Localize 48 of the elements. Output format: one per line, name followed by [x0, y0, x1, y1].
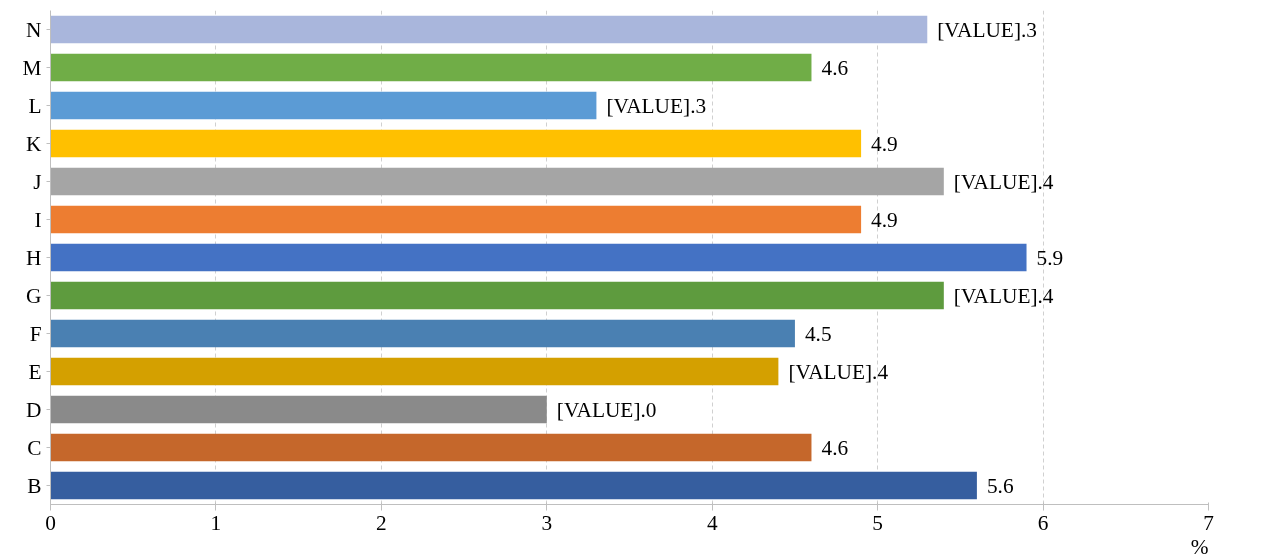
annotation: [VALUE].4	[788, 359, 889, 384]
y-tick-label: H	[26, 245, 42, 270]
annotation: [VALUE].3	[606, 93, 707, 118]
bar	[50, 319, 795, 348]
data-label: 4.6	[821, 435, 849, 460]
bar	[50, 243, 1027, 272]
y-tick-label: K	[26, 131, 43, 156]
data-label: 5.9	[1036, 245, 1064, 270]
bar	[50, 433, 812, 462]
bar	[50, 91, 597, 120]
annotation: [VALUE].3	[937, 17, 1037, 42]
bar	[50, 15, 928, 44]
x-tick-label: 5	[872, 510, 883, 535]
bar	[50, 471, 977, 500]
x-tick-label: 7	[1203, 510, 1215, 535]
y-tick-label: B	[27, 473, 42, 498]
bar	[50, 53, 812, 82]
y-tick-label: E	[28, 359, 42, 384]
y-tick-label: J	[33, 169, 42, 194]
bar	[50, 395, 547, 424]
bar	[50, 167, 944, 196]
bar	[50, 281, 944, 310]
data-label: 4.9	[871, 131, 898, 156]
annotation: [VALUE].0	[556, 397, 657, 422]
annotation: [VALUE].4	[953, 283, 1054, 308]
x-tick-label: 1	[210, 510, 222, 535]
bar	[50, 129, 862, 158]
y-tick-label: L	[28, 93, 42, 118]
x-tick-label: 0	[45, 510, 56, 535]
y-tick-label: F	[29, 321, 42, 346]
bar	[50, 205, 862, 234]
x-tick-label: 4	[706, 510, 718, 535]
annotation: [VALUE].4	[953, 169, 1054, 194]
y-tick-label: G	[26, 283, 42, 308]
x-tick-label: 6	[1037, 510, 1049, 535]
y-tick-label: M	[22, 55, 42, 80]
y-tick-label: I	[34, 207, 42, 232]
x-axis-title: %	[1190, 534, 1209, 558]
x-tick-label: 2	[376, 510, 387, 535]
data-label: 4.9	[871, 207, 898, 232]
data-label: 4.5	[804, 321, 832, 346]
x-tick-label: 3	[541, 510, 553, 535]
bar	[50, 357, 779, 386]
data-label: 5.6	[986, 473, 1014, 498]
data-label: 4.6	[821, 55, 849, 80]
y-tick-label: N	[26, 17, 42, 42]
y-tick-label: C	[27, 435, 42, 460]
y-tick-label: D	[26, 397, 42, 422]
